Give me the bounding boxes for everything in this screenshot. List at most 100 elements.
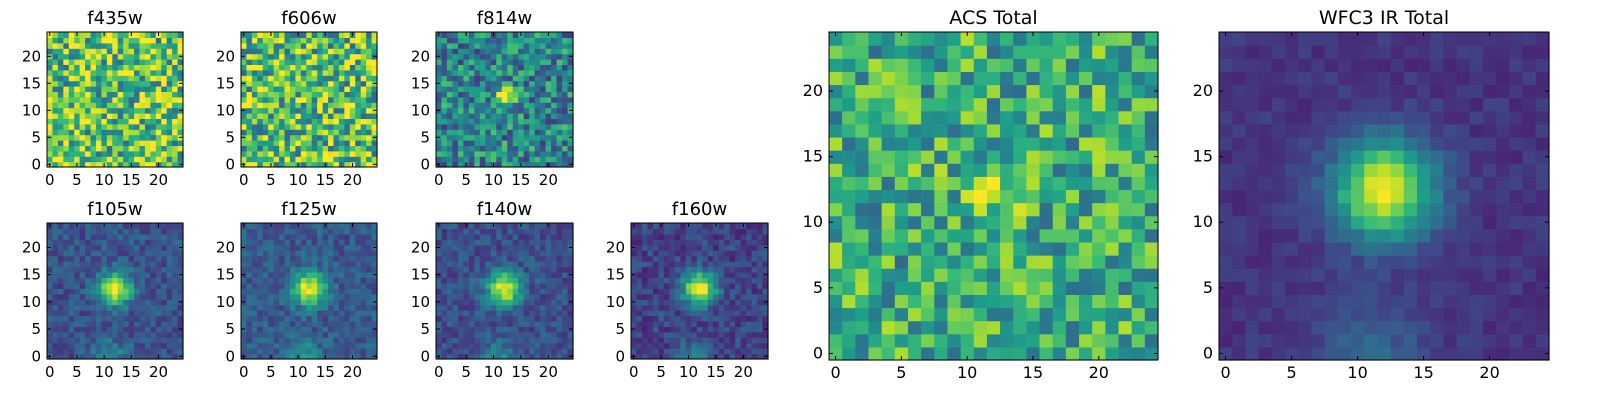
heatmap-cell [691,293,698,300]
heatmap-cell [68,91,75,98]
heatmap-cell [1079,215,1093,230]
heatmap-cell [556,304,563,311]
heatmap-cell [57,75,64,82]
heatmap-cell [295,299,302,306]
heatmap-cell [534,239,541,246]
heatmap-cell [289,320,296,327]
heatmap-cell [366,96,373,103]
heatmap-cell [355,266,362,273]
heatmap-cell [652,293,659,300]
heatmap-cell [355,277,362,284]
heatmap-cell [344,266,351,273]
heatmap-cell [295,102,302,109]
heatmap-cell [523,304,530,311]
heatmap-cell [155,69,162,76]
heatmap-cell [371,288,378,295]
heatmap-cell [691,342,698,349]
heatmap-cell [371,156,378,163]
y-tick-label: 15 [216,266,235,284]
heatmap-cell [333,64,340,71]
heatmap-cell [95,239,102,246]
heatmap-cell [556,342,563,349]
heatmap-cell [257,91,264,98]
x-tick-label: 15 [511,363,530,381]
heatmap-cell [496,32,503,38]
heatmap-cell [166,123,173,130]
heatmap-cell [68,266,75,273]
heatmap-cell [172,42,179,49]
heatmap-cell [1118,320,1133,335]
heatmap-cell [718,244,725,251]
heatmap-cell [117,326,124,333]
heatmap-cell [52,80,59,87]
heatmap-cell [241,310,248,317]
heatmap-cell [523,123,530,130]
heatmap-cell [1052,320,1067,335]
heatmap-cell [273,233,280,240]
heatmap-cell [241,233,248,240]
heatmap-cell [751,223,758,230]
heatmap-cell [101,107,108,114]
heatmap-cell [562,91,569,98]
heatmap-cell [279,331,286,338]
heatmap-cell [674,255,681,262]
heatmap-cell [112,342,119,349]
heatmap-cell [485,233,492,240]
heatmap-cell [507,228,514,235]
heatmap-cell [1092,346,1106,361]
heatmap-cell [317,134,324,141]
heatmap-cell [1131,202,1146,217]
heatmap-cell [306,140,313,146]
heatmap-cell [691,304,698,311]
heatmap-cell [57,37,64,44]
heatmap-cell [921,215,935,230]
heatmap-cell [829,176,843,191]
heatmap-cell [355,113,362,119]
heatmap-cell [279,244,286,251]
heatmap-cell [474,69,481,76]
heatmap-cell [63,342,70,349]
heatmap-cell [718,255,725,262]
heatmap-cell [90,37,97,44]
heatmap-cell [144,42,151,49]
heatmap-cell [751,320,758,327]
heatmap-cell [463,348,470,355]
heatmap-cell [496,53,503,60]
heatmap-cell [74,348,81,355]
heatmap-cell [562,59,569,65]
heatmap-cell [344,282,351,289]
heatmap-cell [74,37,81,44]
heatmap-cell [322,261,329,268]
heatmap-cell [155,107,162,114]
heatmap-cell [534,145,541,152]
heatmap-cell [74,123,81,130]
heatmap-cell [177,37,184,44]
heatmap-cell [172,304,179,311]
heatmap-cell [441,320,448,327]
heatmap-cell [123,161,130,168]
heatmap-cell [85,53,92,60]
heatmap-cell [658,271,665,278]
y-tick-label: 5 [225,128,235,146]
heatmap-cell [134,91,141,98]
heatmap-cell [295,288,302,295]
heatmap-cell [117,134,124,141]
heatmap-cell [366,129,373,136]
heatmap-cell [551,315,558,322]
heatmap-cell [452,53,459,60]
heatmap-cell [680,271,687,278]
heatmap-cell [172,123,179,130]
heatmap-cell [452,320,459,327]
heatmap-cell [713,288,720,295]
heatmap-cell [496,161,503,168]
heatmap-cell [507,223,514,230]
heatmap-cell [551,53,558,60]
heatmap-cell [57,96,64,103]
heatmap-cell [355,337,362,344]
heatmap-cell [57,32,64,38]
heatmap-cell [155,266,162,273]
heatmap-cell [101,233,108,240]
heatmap-cell [172,353,179,360]
heatmap-cell [128,228,135,235]
heatmap-cell [139,75,146,82]
